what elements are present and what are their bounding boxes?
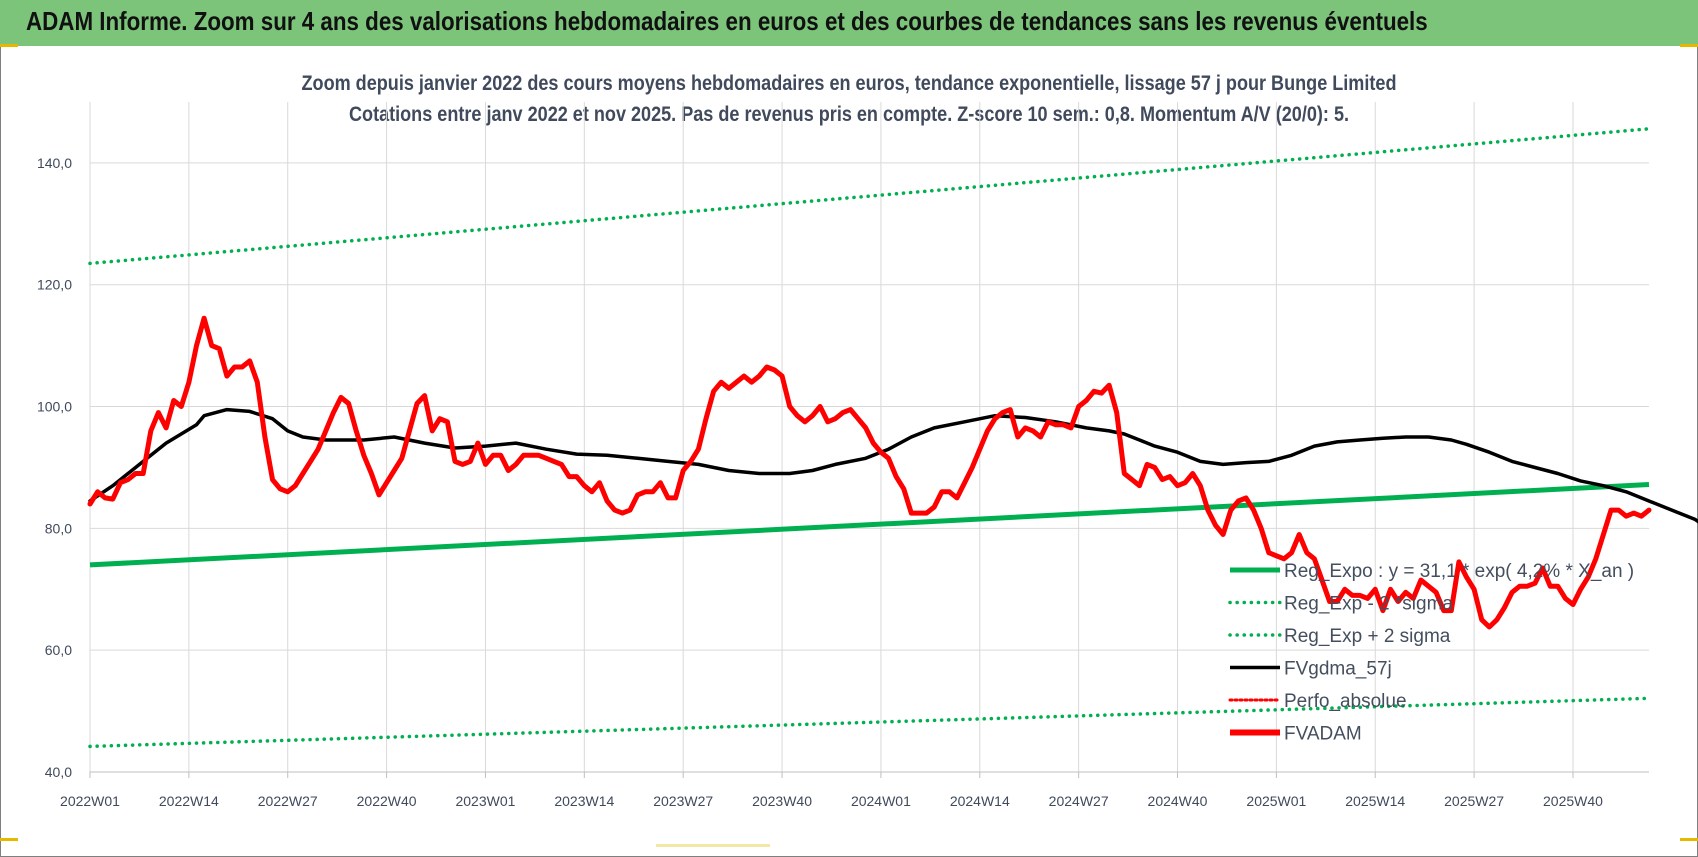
x-tick-label: 2022W14 [159,793,219,809]
corner-marker [0,838,18,841]
x-tick-label: 2024W01 [851,793,911,809]
x-tick-label: 2023W14 [554,793,614,809]
corner-marker [0,44,18,47]
x-tick-label: 2024W40 [1148,793,1208,809]
y-tick-label: 120,0 [37,277,72,293]
x-tick-label: 2025W01 [1246,793,1306,809]
x-tick-label: 2023W01 [455,793,515,809]
legend-label-perfo: Perfo_absolue [1284,691,1407,712]
x-tick-label: 2025W27 [1444,793,1504,809]
y-tick-label: 140,0 [37,155,72,171]
chart-title-line-2: Cotations entre janv 2022 et nov 2025. P… [348,103,1350,126]
chart-title-line-1: Zoom depuis janvier 2022 des cours moyen… [301,72,1397,95]
series-line-reg [89,482,1650,568]
series-line-fvgdma [88,407,1698,524]
axes: 40,0 60,0 80,0 100,0 120,0 140,0 2022W01 2022W1… [37,155,1649,809]
x-tick-label: 2022W27 [258,793,318,809]
series-line-reg_plus [88,127,1651,266]
chart-title: Zoom depuis janvier 2022 des cours moyen… [0,68,1698,130]
corner-marker [1680,838,1698,841]
series-line-reg_minus [88,696,1651,749]
legend-label-fvgdma: FVgdma_57j [1284,659,1392,680]
y-tick-label: 40,0 [45,764,72,780]
x-tick-label: 2025W40 [1543,793,1603,809]
x-tick-label: 2024W27 [1049,793,1109,809]
page-title: ADAM Informe. Zoom sur 4 ans des valoris… [26,6,1428,36]
legend-label-reg: Reg_Expo : y = 31,1 * exp( 4,2% * X_an ) [1284,561,1634,582]
x-tick-label: 2022W01 [60,793,120,809]
legend: Reg_Expo : y = 31,1 * exp( 4,2% * X_an )… [1228,561,1634,745]
x-tick-label: 2022W40 [357,793,417,809]
series-line-fvadam [87,315,1652,630]
legend-label-reg_minus: Reg_Exp - 2 *sigma [1284,594,1453,615]
x-tick-label: 2023W27 [653,793,713,809]
series-lines [87,127,1698,749]
x-tick-label: 2023W40 [752,793,812,809]
x-tick-label: 2024W14 [950,793,1010,809]
legend-label-reg_plus: Reg_Exp + 2 sigma [1284,626,1451,647]
y-tick-label: 80,0 [45,520,72,536]
y-tick-label: 100,0 [37,399,72,415]
corner-marker [1680,44,1698,47]
scroll-indicator [656,844,770,847]
y-tick-label: 60,0 [45,642,72,658]
x-tick-label: 2025W14 [1345,793,1405,809]
header-banner: ADAM Informe. Zoom sur 4 ans des valoris… [0,0,1698,46]
legend-label-fvadam: FVADAM [1284,724,1362,745]
